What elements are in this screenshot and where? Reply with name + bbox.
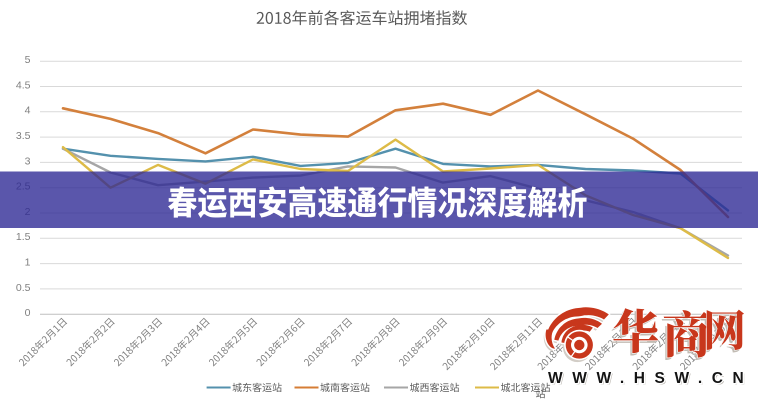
svg-text:WWW.HSW.CN: WWW.HSW.CN <box>548 370 753 387</box>
svg-text:5: 5 <box>25 54 31 66</box>
svg-text:3: 3 <box>25 155 31 167</box>
svg-text:0: 0 <box>25 307 31 319</box>
svg-text:4: 4 <box>25 105 31 117</box>
svg-text:0.5: 0.5 <box>16 282 31 294</box>
svg-text:1: 1 <box>25 257 31 269</box>
svg-text:4.5: 4.5 <box>16 79 31 91</box>
svg-text:WWW.HSW.CN: WWW.HSW.CN <box>550 372 755 389</box>
svg-text:3.5: 3.5 <box>16 130 31 142</box>
svg-text:1.5: 1.5 <box>16 231 31 243</box>
